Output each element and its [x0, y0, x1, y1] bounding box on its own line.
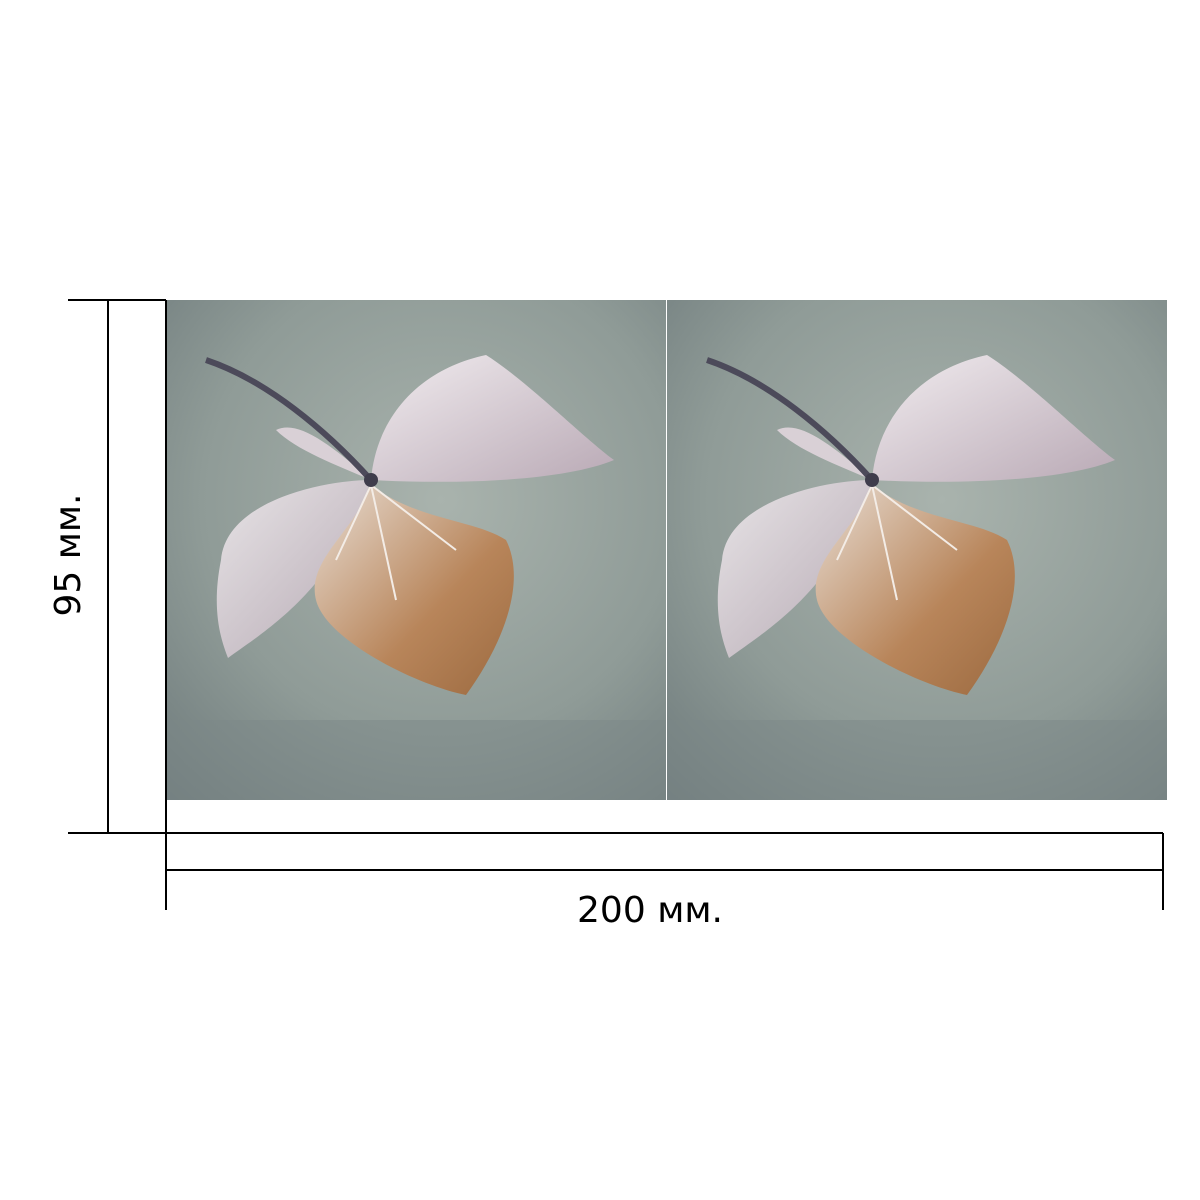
width-label: 200 мм. — [577, 890, 723, 931]
width-dimension: 200 мм. — [165, 832, 1164, 931]
photo-left — [166, 300, 666, 800]
height-label: 95 мм. — [48, 493, 89, 616]
photo-right — [667, 300, 1167, 800]
height-dimension: 95 мм. — [48, 299, 167, 834]
